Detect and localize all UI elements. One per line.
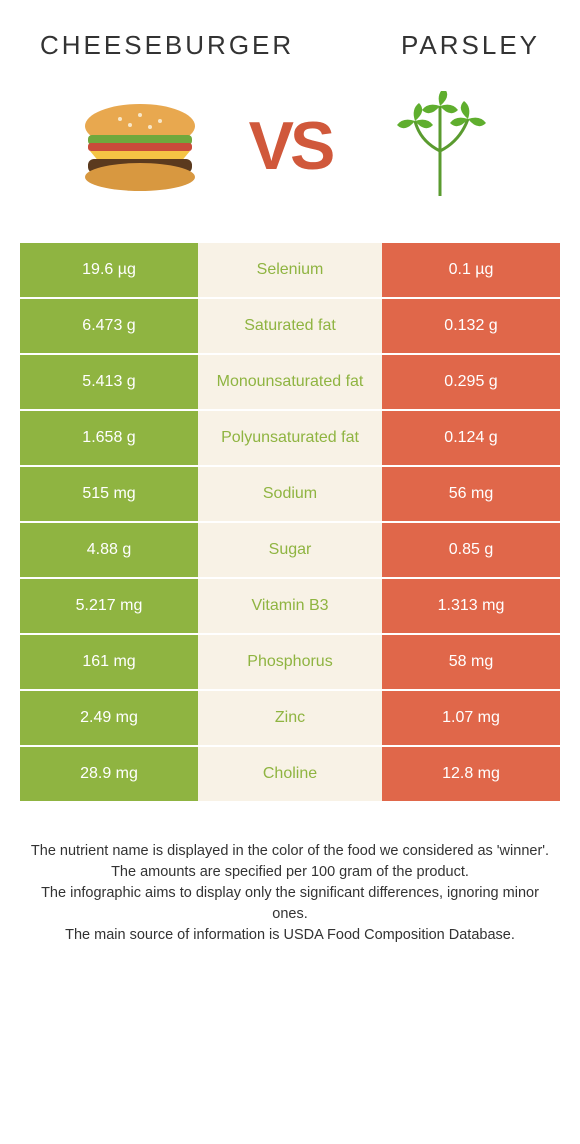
right-value-cell: 58 mg bbox=[382, 635, 560, 689]
table-row: 1.658 gPolyunsaturated fat0.124 g bbox=[20, 409, 560, 465]
nutrient-label-cell: Vitamin B3 bbox=[198, 579, 382, 633]
right-value-cell: 0.124 g bbox=[382, 411, 560, 465]
left-value-cell: 5.413 g bbox=[20, 355, 198, 409]
footer-notes: The nutrient name is displayed in the co… bbox=[20, 801, 560, 956]
hero-row: VS bbox=[20, 81, 560, 241]
right-value-cell: 56 mg bbox=[382, 467, 560, 521]
nutrient-label-cell: Sodium bbox=[198, 467, 382, 521]
nutrient-label-cell: Polyunsaturated fat bbox=[198, 411, 382, 465]
table-row: 6.473 gSaturated fat0.132 g bbox=[20, 297, 560, 353]
right-value-cell: 0.295 g bbox=[382, 355, 560, 409]
footer-line: The infographic aims to display only the… bbox=[30, 883, 550, 925]
left-value-cell: 5.217 mg bbox=[20, 579, 198, 633]
left-value-cell: 2.49 mg bbox=[20, 691, 198, 745]
vs-label: VS bbox=[249, 107, 332, 185]
nutrient-label-cell: Selenium bbox=[198, 243, 382, 297]
footer-line: The nutrient name is displayed in the co… bbox=[30, 841, 550, 862]
right-value-cell: 0.85 g bbox=[382, 523, 560, 577]
right-value-cell: 0.132 g bbox=[382, 299, 560, 353]
left-value-cell: 515 mg bbox=[20, 467, 198, 521]
nutrient-table: 19.6 µgSelenium0.1 µg6.473 gSaturated fa… bbox=[20, 241, 560, 801]
table-row: 161 mgPhosphorus58 mg bbox=[20, 633, 560, 689]
parsley-image bbox=[370, 91, 510, 201]
table-row: 19.6 µgSelenium0.1 µg bbox=[20, 241, 560, 297]
left-food-title: CHEESEBURGER bbox=[40, 30, 294, 61]
footer-line: The main source of information is USDA F… bbox=[30, 925, 550, 946]
left-value-cell: 1.658 g bbox=[20, 411, 198, 465]
left-value-cell: 161 mg bbox=[20, 635, 198, 689]
table-row: 4.88 gSugar0.85 g bbox=[20, 521, 560, 577]
header: CHEESEBURGER PARSLEY bbox=[20, 20, 560, 81]
nutrient-label-cell: Choline bbox=[198, 747, 382, 801]
nutrient-label-cell: Sugar bbox=[198, 523, 382, 577]
nutrient-label-cell: Zinc bbox=[198, 691, 382, 745]
left-value-cell: 4.88 g bbox=[20, 523, 198, 577]
right-food-title: PARSLEY bbox=[401, 30, 540, 61]
left-value-cell: 6.473 g bbox=[20, 299, 198, 353]
table-row: 28.9 mgCholine12.8 mg bbox=[20, 745, 560, 801]
cheeseburger-image bbox=[70, 91, 210, 201]
nutrient-label-cell: Saturated fat bbox=[198, 299, 382, 353]
right-value-cell: 0.1 µg bbox=[382, 243, 560, 297]
nutrient-label-cell: Phosphorus bbox=[198, 635, 382, 689]
right-value-cell: 12.8 mg bbox=[382, 747, 560, 801]
nutrient-label-cell: Monounsaturated fat bbox=[198, 355, 382, 409]
table-row: 2.49 mgZinc1.07 mg bbox=[20, 689, 560, 745]
left-value-cell: 19.6 µg bbox=[20, 243, 198, 297]
table-row: 5.413 gMonounsaturated fat0.295 g bbox=[20, 353, 560, 409]
table-row: 5.217 mgVitamin B31.313 mg bbox=[20, 577, 560, 633]
right-value-cell: 1.313 mg bbox=[382, 579, 560, 633]
left-value-cell: 28.9 mg bbox=[20, 747, 198, 801]
table-row: 515 mgSodium56 mg bbox=[20, 465, 560, 521]
footer-line: The amounts are specified per 100 gram o… bbox=[30, 862, 550, 883]
right-value-cell: 1.07 mg bbox=[382, 691, 560, 745]
